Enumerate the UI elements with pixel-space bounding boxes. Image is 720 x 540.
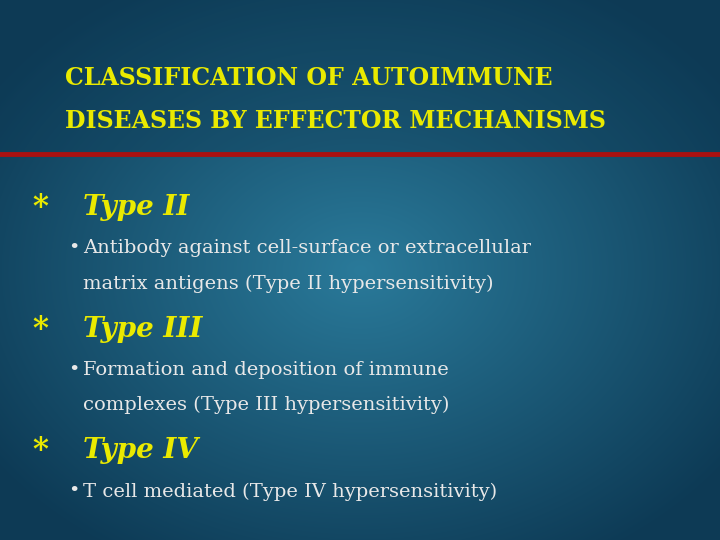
Text: complexes (Type III hypersensitivity): complexes (Type III hypersensitivity) [83,396,449,414]
Text: •: • [68,239,80,258]
Text: *: * [32,435,48,467]
Text: Formation and deposition of immune: Formation and deposition of immune [83,361,449,379]
Text: *: * [32,192,48,224]
Text: Type III: Type III [83,316,202,343]
Text: DISEASES BY EFFECTOR MECHANISMS: DISEASES BY EFFECTOR MECHANISMS [65,110,606,133]
Text: Type II: Type II [83,194,189,221]
Text: Type IV: Type IV [83,437,198,464]
Text: •: • [68,482,80,501]
Text: •: • [68,361,80,379]
Text: T cell mediated (Type IV hypersensitivity): T cell mediated (Type IV hypersensitivit… [83,482,497,501]
Text: CLASSIFICATION OF AUTOIMMUNE: CLASSIFICATION OF AUTOIMMUNE [65,66,552,90]
Text: matrix antigens (Type II hypersensitivity): matrix antigens (Type II hypersensitivit… [83,274,493,293]
Bar [0,0,720,154]
Text: *: * [32,314,48,345]
Text: Antibody against cell-surface or extracellular: Antibody against cell-surface or extrace… [83,239,531,258]
